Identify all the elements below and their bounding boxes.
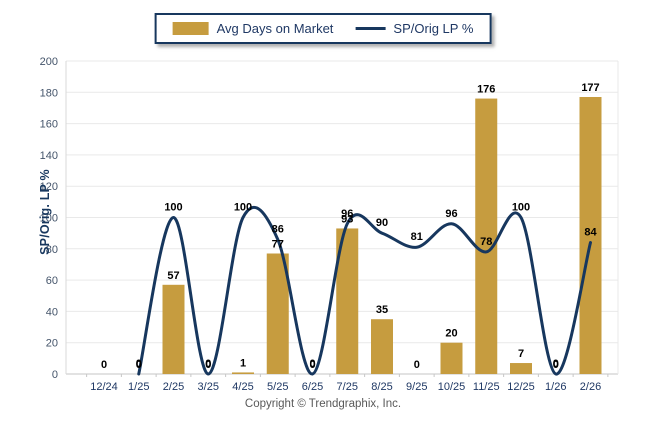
y-tick-label: 100: [40, 213, 58, 225]
x-tick-label: 7/25: [337, 381, 358, 393]
x-tick-label: 10/25: [438, 381, 466, 393]
bar: [579, 96, 602, 375]
y-tick-label: 20: [46, 338, 58, 350]
legend-label-avg-days: Avg Days on Market: [216, 21, 334, 36]
x-tick-label: 5/25: [267, 381, 288, 393]
line-value-label: 100: [512, 202, 530, 214]
bar-value-label: 0: [205, 359, 211, 371]
y-tick-label: 0: [52, 369, 58, 381]
line-value-label: 90: [376, 217, 388, 229]
y-tick-label: 80: [46, 244, 58, 256]
x-tick-label: 3/25: [198, 381, 219, 393]
x-tick-label: 1/25: [128, 381, 149, 393]
line-value-label: 100: [164, 202, 182, 214]
legend: Avg Days on Market SP/Orig LP %: [154, 13, 492, 44]
line-value-label: 84: [584, 227, 597, 239]
line-value-label: 96: [341, 208, 353, 220]
bar-value-label: 77: [272, 238, 284, 250]
y-tick-label: 120: [40, 181, 58, 193]
line-value-label: 96: [445, 208, 457, 220]
bar-value-label: 0: [309, 359, 315, 371]
x-tick-label: 11/25: [473, 381, 500, 393]
bar-value-label: 0: [553, 359, 559, 371]
x-tick-label: 4/25: [232, 381, 253, 393]
y-tick-label: 60: [46, 275, 58, 287]
y-tick-label: 140: [40, 150, 58, 162]
x-tick-label: 6/25: [302, 381, 323, 393]
x-tick-label: 2/25: [163, 381, 184, 393]
bar: [510, 363, 532, 374]
bar-value-label: 1: [240, 357, 246, 369]
line-value-label: 0: [205, 358, 211, 370]
line-value-label: 81: [411, 231, 423, 243]
y-tick-label: 40: [46, 306, 58, 318]
bar-value-label: 57: [167, 270, 179, 282]
legend-label-sp-lp: SP/Orig LP %: [393, 21, 474, 36]
x-tick-label: 12/24: [90, 381, 118, 393]
copyright-text: Copyright © Trendgraphix, Inc.: [244, 398, 402, 410]
trend-line: [137, 205, 592, 376]
x-tick-label: 12/25: [507, 381, 535, 393]
line-value-label: 0: [553, 358, 559, 370]
bar: [440, 342, 463, 374]
y-tick-label: 160: [40, 119, 58, 131]
y-axis-title: SP/Orig. LP %: [38, 169, 52, 255]
x-tick-label: 9/25: [406, 381, 427, 393]
bar: [475, 98, 498, 374]
line-value-label: 78: [480, 236, 492, 248]
bar-swatch-icon: [172, 22, 209, 35]
legend-item-avg-days: Avg Days on Market: [172, 21, 334, 36]
bar: [162, 284, 185, 374]
bar-value-label: 35: [376, 304, 388, 316]
y-tick-label: 180: [40, 87, 58, 99]
bar: [336, 228, 359, 374]
y-tick-label: 200: [40, 56, 58, 68]
bar-value-label: 0: [136, 359, 142, 371]
bar-value-label: 93: [341, 213, 353, 225]
x-tick-label: 2/26: [580, 381, 601, 393]
bar-value-label: 176: [477, 84, 495, 96]
line-value-label: 0: [136, 358, 142, 370]
line-value-label: 86: [272, 223, 284, 235]
bar: [232, 372, 254, 374]
line-value-label: 0: [309, 358, 315, 370]
x-tick-label: 1/26: [545, 381, 566, 393]
legend-item-sp-lp: SP/Orig LP %: [355, 21, 473, 36]
x-tick-label: 8/25: [371, 381, 392, 393]
bar: [266, 253, 289, 374]
line-swatch-icon: [355, 27, 386, 30]
bar: [371, 319, 393, 374]
bar-value-label: 0: [101, 359, 107, 371]
bar-value-label: 20: [445, 328, 457, 340]
bar-value-label: 0: [414, 359, 420, 371]
bar-value-label: 7: [518, 348, 524, 360]
line-value-label: 100: [234, 202, 252, 214]
bar-value-label: 177: [581, 82, 599, 94]
